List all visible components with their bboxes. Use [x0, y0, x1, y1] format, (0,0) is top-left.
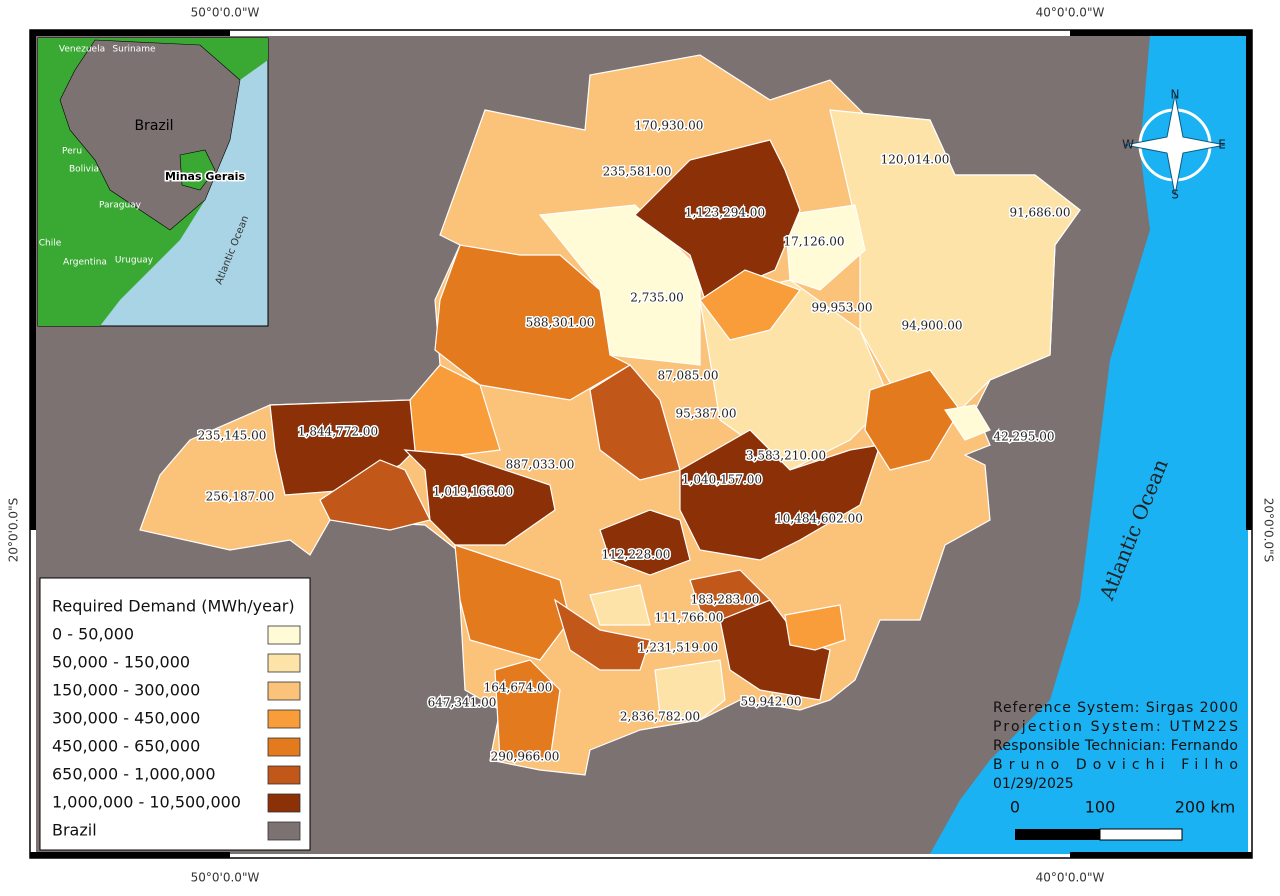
region-label: 87,085.00 — [657, 369, 718, 383]
region-label: 10,484,602.00 — [775, 512, 863, 526]
graticule-label: 50°0'0.0"W — [191, 871, 260, 885]
country-label: Venezuela — [59, 45, 105, 55]
compass-label: S — [1171, 188, 1179, 202]
state — [139, 54, 1081, 776]
legend-swatch — [267, 681, 301, 701]
legend-swatch — [267, 625, 301, 645]
region-label: 290,966.00 — [491, 750, 560, 764]
legend-title: Required Demand (MWh/year) — [52, 597, 295, 616]
legend-label: 650,000 - 1,000,000 — [52, 765, 216, 784]
compass-label: N — [1171, 88, 1180, 102]
frame — [30, 36, 36, 530]
region-label: 112,228.00 — [602, 548, 671, 562]
region-label: 170,930.00 — [635, 119, 704, 133]
state-label: Minas Gerais — [165, 170, 245, 183]
graticule-label: 40°0'0.0"W — [1036, 6, 1105, 20]
region-label: 1,040,157.00 — [682, 473, 762, 487]
legend-label: 450,000 - 650,000 — [52, 737, 200, 756]
info-line: 01/29/2025 — [993, 776, 1074, 792]
frame — [30, 30, 230, 36]
legend-swatch — [267, 765, 301, 785]
region-label: 42,295.00 — [993, 430, 1054, 444]
legend-label: 1,000,000 - 10,500,000 — [52, 793, 241, 812]
region-label: 1,844,772.00 — [298, 425, 378, 439]
region-label: 256,187.00 — [206, 490, 275, 504]
region-label: 164,674.00 — [484, 681, 553, 695]
graticule-label: 50°0'0.0"W — [191, 6, 260, 20]
region-label: 94,900.00 — [901, 319, 962, 333]
region-label: 95,387.00 — [675, 407, 736, 421]
region-label: 17,126.00 — [783, 235, 844, 249]
country-label: Argentina — [63, 258, 107, 268]
region-label: 1,231,519.00 — [638, 641, 718, 655]
legend-label: 150,000 - 300,000 — [52, 681, 200, 700]
legend-swatch — [267, 793, 301, 813]
graticule-label: 20°0'0.0"S — [1262, 498, 1276, 562]
frame — [30, 852, 230, 858]
legend-label: Brazil — [52, 821, 97, 840]
graticule-label: 20°0'0.0"S — [7, 498, 21, 562]
inset — [37, 37, 269, 327]
region-label: 647,341.00 — [428, 696, 497, 710]
scale-label: 0 — [1010, 798, 1020, 817]
region-label: 111,766.00 — [655, 611, 724, 625]
country-label: Peru — [62, 147, 82, 157]
frame — [1070, 30, 1252, 36]
compass-label: W — [1122, 138, 1134, 152]
frame — [1246, 36, 1252, 530]
region-label: 1,019,166.00 — [433, 485, 513, 499]
region-label: 2,735.00 — [630, 291, 683, 305]
region-label: 120,014.00 — [881, 153, 950, 167]
region-label: 3,583,210.00 — [746, 449, 826, 463]
region-label: 99,953.00 — [811, 301, 872, 315]
legend-label: 50,000 - 150,000 — [52, 653, 190, 672]
legend-swatch — [267, 653, 301, 673]
country-label: Suriname — [112, 45, 156, 55]
info-line: Reference System: Sirgas 2000 — [993, 700, 1238, 716]
region-label: 235,145.00 — [198, 429, 267, 443]
scale-label: 200 km — [1175, 798, 1235, 817]
country-label: Brazil — [134, 118, 173, 134]
country-label: Uruguay — [115, 256, 154, 266]
frame — [1070, 852, 1252, 858]
info-line: Responsible Technician: Fernando — [993, 738, 1238, 754]
country-label: Chile — [39, 239, 62, 249]
scale-bar — [1015, 828, 1183, 841]
region-label: 91,686.00 — [1009, 206, 1070, 220]
graticule-label: 40°0'0.0"W — [1036, 871, 1105, 885]
scale-label: 100 — [1085, 798, 1116, 817]
legend-label: 0 - 50,000 — [52, 625, 134, 644]
legend-label: 300,000 - 450,000 — [52, 709, 200, 728]
legend-swatch — [267, 737, 301, 757]
region-label: 183,283.00 — [691, 593, 760, 607]
region-label: 235,581.00 — [603, 165, 672, 179]
ocean — [930, 36, 1248, 854]
legend-swatch — [267, 709, 301, 729]
compass — [1124, 94, 1226, 196]
region-label: 59,942.00 — [740, 695, 801, 709]
compass-label: E — [1218, 138, 1226, 152]
region-label: 588,301.00 — [526, 316, 595, 330]
region-label: 1,123,294.00 — [685, 206, 765, 220]
region-label: 2,836,782.00 — [620, 710, 700, 724]
region-label: 887,033.00 — [506, 458, 575, 472]
info-line: Projection System: UTM22S — [993, 719, 1238, 735]
country-label: Bolivia — [69, 165, 99, 175]
country-label: Paraguay — [99, 201, 142, 211]
legend-swatch — [267, 821, 301, 841]
legend — [39, 577, 311, 851]
